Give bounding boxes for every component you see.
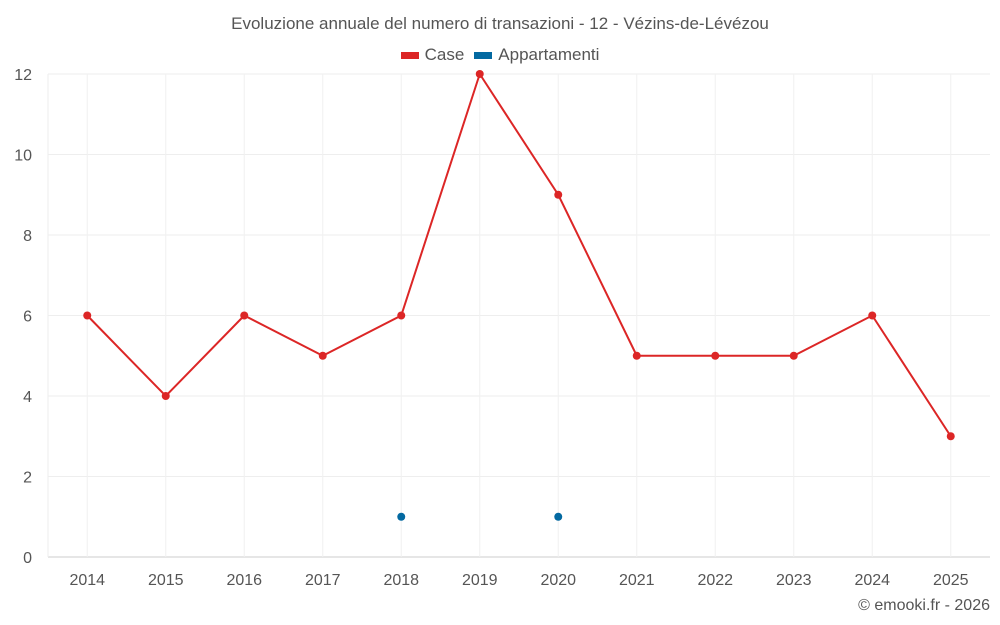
x-tick-label: 2019 [462, 572, 498, 589]
y-tick-label: 0 [23, 550, 32, 567]
y-tick-label: 6 [23, 309, 32, 326]
y-tick-label: 12 [14, 67, 32, 84]
data-point-case-2025 [946, 432, 955, 441]
data-point-case-2019 [475, 70, 484, 78]
data-point-case-2018 [397, 311, 406, 320]
data-point-appartamenti-2018 [397, 512, 406, 521]
data-point-case-2014 [83, 311, 92, 320]
legend-item-case[interactable]: Case [400, 45, 465, 65]
data-point-case-2020 [554, 190, 563, 199]
y-tick-label: 8 [23, 228, 32, 245]
x-tick-label: 2021 [619, 572, 655, 589]
legend: Case Appartamenti [0, 45, 1000, 65]
legend-swatch-case [400, 51, 419, 59]
data-point-case-2015 [161, 392, 170, 400]
y-tick-label: 4 [23, 389, 32, 406]
legend-label-appartamenti: Appartamenti [498, 45, 600, 64]
data-point-case-2017 [318, 351, 327, 360]
x-tick-label: 2017 [305, 572, 341, 589]
data-point-case-2024 [868, 311, 877, 320]
data-point-case-2022 [711, 351, 720, 360]
x-tick-label: 2014 [69, 572, 105, 589]
chart-title: Evoluzione annuale del numero di transaz… [231, 14, 769, 33]
x-tick-label: 2022 [697, 572, 733, 589]
x-tick-label: 2024 [854, 572, 890, 589]
y-tick-label: 10 [14, 148, 32, 165]
x-tick-label: 2018 [383, 572, 419, 589]
legend-item-appartamenti[interactable]: Appartamenti [474, 45, 599, 65]
x-tick-label: 2025 [933, 572, 969, 589]
series-line-case [86, 71, 952, 437]
x-tick-label: 2015 [148, 572, 184, 589]
data-point-appartamenti-2020 [554, 512, 563, 521]
x-tick-label: 2020 [540, 572, 576, 589]
data-point-case-2016 [240, 311, 249, 320]
data-point-case-2023 [789, 351, 798, 360]
y-tick-label: 2 [23, 470, 32, 487]
credit: © emooki.fr - 2026 [858, 597, 990, 614]
x-tick-label: 2023 [776, 572, 812, 589]
data-point-case-2021 [632, 351, 641, 360]
legend-swatch-appartamenti [474, 51, 493, 59]
x-tick-label: 2016 [226, 572, 262, 589]
legend-label-case: Case [424, 45, 465, 64]
